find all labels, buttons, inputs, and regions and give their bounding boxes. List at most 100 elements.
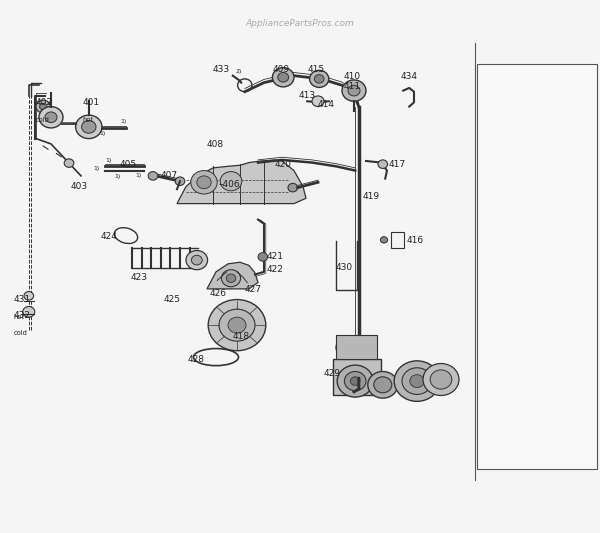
Circle shape — [219, 309, 255, 341]
Text: 402: 402 — [36, 98, 53, 107]
Text: 417: 417 — [389, 160, 406, 169]
Circle shape — [82, 120, 96, 133]
Circle shape — [39, 107, 63, 128]
Text: 424: 424 — [101, 232, 118, 241]
Circle shape — [337, 365, 373, 397]
Circle shape — [374, 377, 392, 393]
Text: 433: 433 — [213, 64, 230, 74]
Text: hot: hot — [83, 117, 94, 123]
Circle shape — [430, 370, 452, 389]
Circle shape — [380, 237, 388, 243]
Text: 407: 407 — [161, 171, 178, 180]
Bar — [336, 335, 377, 359]
Text: 427: 427 — [245, 285, 262, 294]
Circle shape — [288, 183, 298, 192]
Text: 2) 43 6508: 2) 43 6508 — [482, 132, 520, 139]
Polygon shape — [207, 262, 258, 289]
Circle shape — [40, 103, 47, 110]
Circle shape — [312, 96, 324, 107]
Text: ......................: ...................... — [482, 100, 520, 105]
Circle shape — [221, 270, 241, 287]
Bar — [391, 232, 404, 248]
Text: cold: cold — [36, 117, 50, 123]
Bar — [333, 359, 381, 395]
Polygon shape — [177, 160, 306, 204]
Text: hot: hot — [13, 314, 24, 320]
Circle shape — [191, 171, 217, 194]
Circle shape — [310, 70, 329, 87]
Text: 1): 1) — [114, 174, 120, 179]
Circle shape — [186, 251, 208, 270]
Text: 1): 1) — [105, 158, 111, 163]
Text: 416: 416 — [407, 236, 424, 245]
Text: Maß – Nr – Konstante
3740: Maß – Nr – Konstante 3740 — [502, 74, 572, 87]
Text: 413: 413 — [299, 91, 316, 100]
Text: 403: 403 — [71, 182, 88, 191]
Circle shape — [368, 372, 398, 398]
Circle shape — [226, 274, 236, 282]
Circle shape — [344, 372, 366, 391]
Text: 421: 421 — [267, 252, 284, 261]
Text: cold: cold — [13, 330, 27, 336]
Circle shape — [64, 159, 74, 167]
Text: Installation set: Installation set — [489, 143, 541, 149]
Circle shape — [36, 100, 50, 113]
Text: 425: 425 — [163, 295, 180, 304]
Circle shape — [45, 112, 57, 123]
Text: 422: 422 — [267, 265, 284, 274]
Text: 410: 410 — [343, 72, 361, 81]
Text: 434: 434 — [401, 72, 418, 81]
Text: 1): 1) — [135, 173, 141, 178]
Text: Complete: Complete — [489, 122, 523, 127]
Text: 431: 431 — [13, 295, 31, 304]
Text: 1) 43 6438: 1) 43 6438 — [482, 111, 520, 117]
Circle shape — [402, 368, 432, 394]
Circle shape — [278, 72, 289, 82]
Text: –406: –406 — [219, 180, 241, 189]
Circle shape — [423, 364, 459, 395]
Text: 414: 414 — [318, 100, 335, 109]
Text: AppliancePartsPros.com: AppliancePartsPros.com — [245, 20, 355, 28]
Circle shape — [191, 255, 202, 265]
Circle shape — [258, 253, 268, 261]
Circle shape — [228, 317, 246, 333]
Text: 1): 1) — [99, 131, 105, 135]
Text: 401: 401 — [83, 98, 100, 107]
Circle shape — [348, 85, 360, 96]
Circle shape — [148, 172, 158, 180]
Text: 409: 409 — [273, 64, 290, 74]
Text: 430: 430 — [336, 263, 353, 272]
Circle shape — [410, 375, 424, 387]
Circle shape — [314, 75, 324, 83]
Text: 420: 420 — [275, 160, 292, 169]
Circle shape — [208, 300, 266, 351]
Circle shape — [23, 306, 35, 317]
Circle shape — [76, 115, 102, 139]
Circle shape — [394, 361, 440, 401]
Text: 2): 2) — [236, 69, 242, 74]
Circle shape — [342, 80, 366, 101]
Text: 429: 429 — [324, 369, 341, 378]
Circle shape — [272, 68, 294, 87]
Circle shape — [350, 377, 360, 385]
Circle shape — [220, 172, 242, 191]
Text: 423: 423 — [131, 273, 148, 282]
Text: 1): 1) — [93, 166, 99, 171]
Text: 432: 432 — [13, 311, 30, 320]
Circle shape — [378, 160, 388, 168]
Text: 415: 415 — [307, 64, 325, 74]
Circle shape — [342, 343, 352, 352]
Text: 411: 411 — [343, 82, 361, 91]
Circle shape — [336, 338, 358, 357]
Circle shape — [197, 176, 211, 189]
Circle shape — [24, 292, 34, 300]
Circle shape — [175, 177, 185, 185]
Text: 428: 428 — [187, 354, 204, 364]
Text: 408: 408 — [207, 140, 224, 149]
Bar — [477, 64, 597, 469]
Text: 405: 405 — [120, 160, 137, 169]
Text: 426: 426 — [210, 289, 227, 298]
Text: 1): 1) — [120, 119, 126, 124]
Text: 419: 419 — [363, 192, 380, 201]
Text: 418: 418 — [233, 332, 250, 341]
